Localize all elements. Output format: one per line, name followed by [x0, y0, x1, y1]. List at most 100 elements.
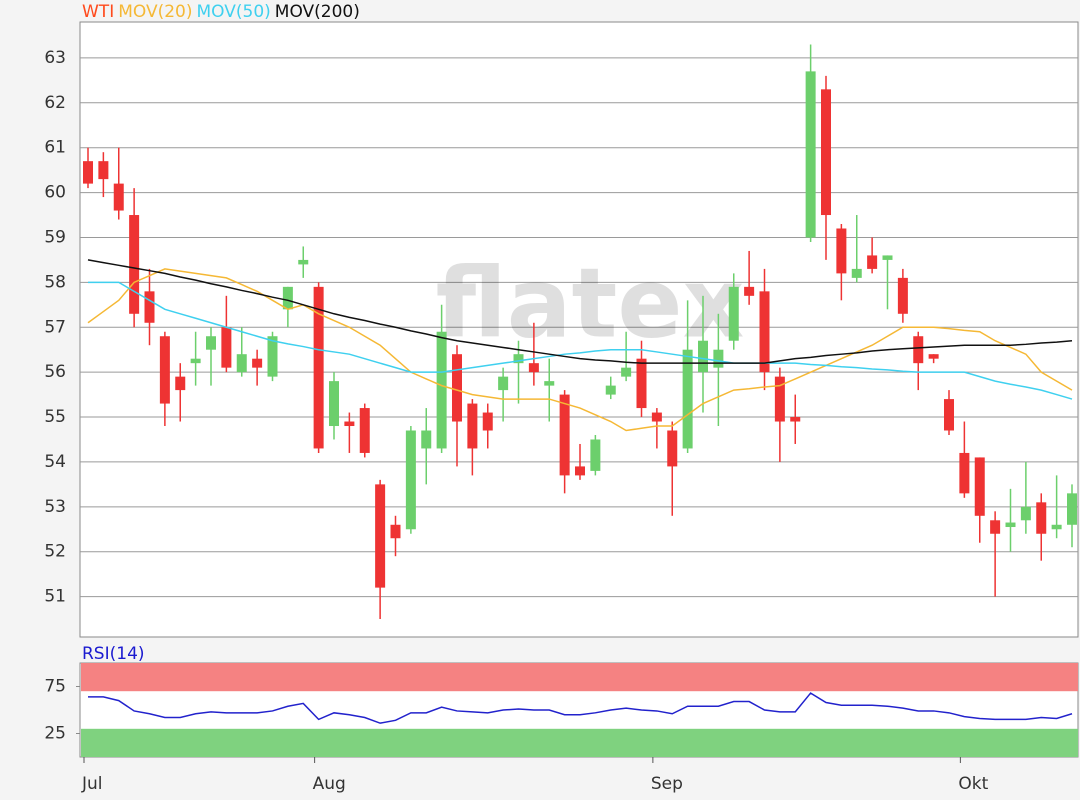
candle-body [882, 255, 893, 260]
candle-body [83, 161, 93, 184]
candle-body [636, 358, 647, 409]
candle-body [605, 385, 616, 395]
candle-body [744, 286, 755, 296]
candle-body [467, 403, 478, 449]
y-tick-label: 56 [44, 362, 66, 382]
legend-entry: MOV(200) [275, 2, 360, 22]
candle-body [498, 376, 509, 391]
line-series [88, 692, 1073, 724]
candle-body [974, 457, 985, 516]
candle-body [144, 291, 155, 323]
candle-body [513, 354, 524, 364]
candle-body [482, 412, 493, 431]
y-tick-label: 61 [44, 138, 66, 158]
candle-body [329, 381, 339, 427]
candle-body [651, 412, 662, 422]
candle-body [298, 259, 309, 265]
y-tick-label: 63 [44, 48, 66, 68]
legend-entry: MOV(50) [197, 2, 271, 22]
candle-body [129, 215, 140, 314]
line-series [87, 259, 1073, 364]
candle-body [867, 255, 878, 269]
candle-body [667, 430, 678, 467]
candle-body [175, 376, 186, 391]
y-tick-label: 53 [44, 497, 66, 517]
y-tick-label: 52 [44, 542, 66, 562]
line-series [88, 281, 1073, 400]
candle-body [790, 417, 801, 422]
y-tick-label: 57 [44, 317, 66, 337]
y-tick-label: 51 [44, 587, 66, 607]
x-tick-label: Okt [958, 774, 988, 794]
candle-body [390, 524, 401, 539]
candle-body [313, 286, 324, 449]
rsi-band [81, 728, 1078, 757]
candle-body [421, 430, 432, 449]
legend: WTI MOV(20) MOV(50) MOV(200) [82, 2, 360, 22]
candle-body [221, 327, 232, 368]
candle-body [190, 358, 201, 364]
candle-body [621, 367, 632, 377]
candle-body [698, 340, 708, 373]
candle-body [1005, 522, 1016, 528]
x-tick-label: Sep [651, 774, 683, 794]
candle-body [113, 183, 124, 211]
y-tick-label: 60 [44, 183, 66, 203]
candle-body [851, 268, 862, 278]
rsi-title: RSI(14) [82, 644, 145, 664]
x-tick-label: Aug [313, 774, 346, 794]
candle-body [836, 228, 847, 274]
candle-body [436, 331, 447, 449]
candle-body [544, 381, 555, 386]
candle-body [236, 354, 247, 373]
candle-body [344, 421, 355, 427]
candle-body [774, 376, 785, 422]
y-tick-label: 25 [44, 724, 66, 744]
candle-body [897, 277, 908, 314]
candle-body [959, 452, 970, 494]
x-tick-label: Jul [81, 774, 103, 794]
candle-body [559, 394, 570, 476]
candle-body [1051, 524, 1062, 530]
y-tick-label: 55 [44, 407, 66, 427]
rsi-bands [81, 663, 1078, 757]
y-tick-label: 62 [44, 93, 66, 113]
candle-body [528, 363, 539, 373]
y-tick-label: 54 [44, 452, 66, 472]
candle-body [159, 336, 170, 404]
candle-body [1036, 502, 1047, 534]
candle-body [267, 336, 278, 377]
candle-body [359, 408, 370, 453]
candle-body [913, 336, 924, 364]
y-tick-label: 59 [44, 227, 66, 247]
candle-body [805, 71, 816, 238]
candle-body [944, 399, 954, 431]
candle-body [252, 358, 263, 368]
price-plot-area [79, 21, 1079, 638]
candle-body [728, 286, 739, 341]
rsi-band [81, 663, 1078, 692]
marks [83, 44, 1077, 724]
y-tick-label: 58 [44, 272, 66, 292]
candle-body [282, 286, 293, 310]
candle-body [575, 466, 585, 476]
candle-body [375, 484, 386, 588]
candle-body [1067, 493, 1077, 525]
legend-entry: WTI [82, 2, 114, 22]
watermark: flatex [436, 247, 745, 359]
candle-body [98, 161, 109, 180]
candle-body [590, 439, 601, 471]
candle-body [990, 520, 1001, 534]
candle-body [928, 354, 939, 359]
candle-body [713, 349, 724, 368]
legend-entry: MOV(20) [118, 2, 192, 22]
candle-body [821, 89, 831, 216]
candle-body [682, 349, 693, 449]
candle-body [759, 291, 770, 373]
candle-body [452, 354, 462, 422]
candle-body [405, 430, 416, 530]
candle-body [1020, 506, 1031, 521]
candle-body [206, 336, 216, 350]
